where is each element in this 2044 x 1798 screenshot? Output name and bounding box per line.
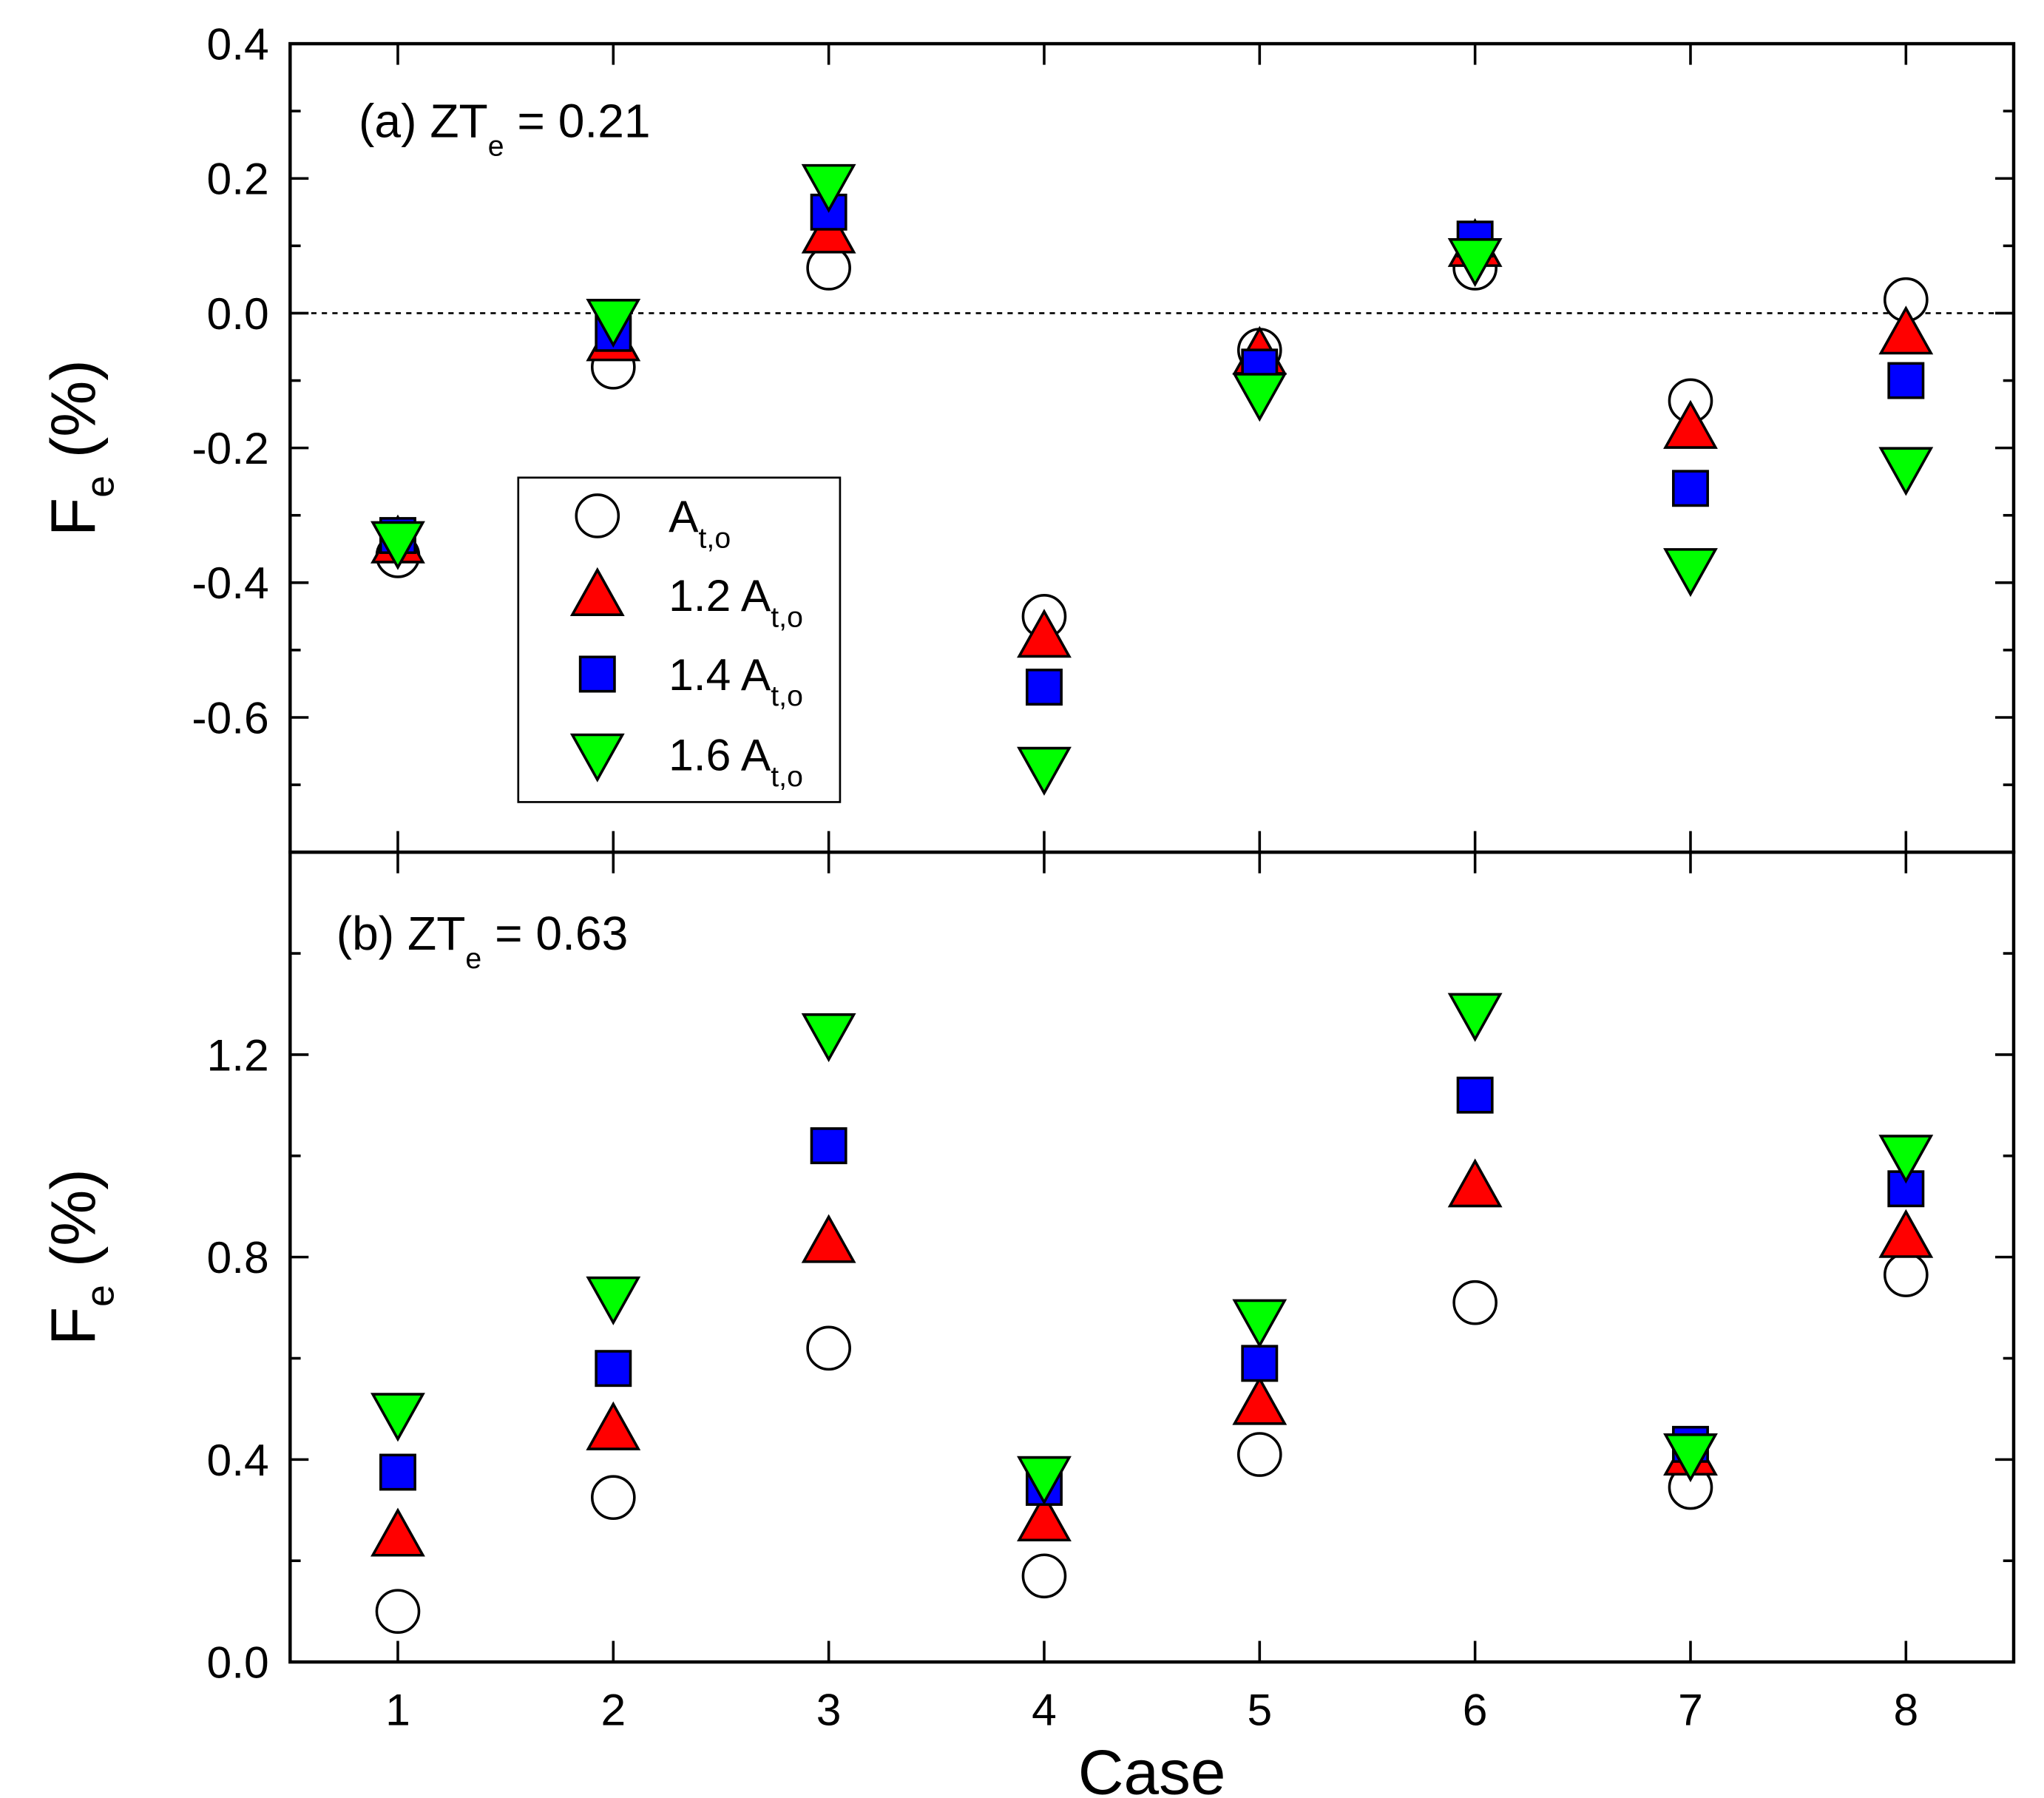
data-point-circle [1884,1252,1929,1297]
data-point-triangle-down [370,1393,425,1442]
x-axis: 1 2 3 4 5 6 7 8 Case [385,1685,1918,1798]
annotation-sub: e [465,942,481,975]
data-point-square [810,1127,847,1165]
y-axis-title-sub: e [78,476,122,498]
legend-marker-triangle-down [569,733,625,783]
data-point-triangle-up [1017,1492,1072,1542]
x-tick-label: 3 [816,1685,842,1735]
annotation-sub: e [488,130,504,163]
data-point-circle [806,1325,851,1371]
y-axis-title-main: F [38,498,109,536]
data-point-triangle-down [1878,1135,1934,1184]
data-point-triangle-down [1232,373,1287,422]
data-point-triangle-down [1663,548,1718,598]
y-tick-label: 0.2 [207,154,269,204]
x-tick-label: 2 [600,1685,626,1735]
y-tick-label: 0.0 [207,1637,269,1687]
data-point-circle [1452,1280,1498,1325]
legend-entry: 1.4 At,o [669,649,803,712]
legend-box [517,476,842,803]
data-point-square [1887,362,1925,399]
x-tick-label: 6 [1463,1685,1488,1735]
data-point-triangle-up [1447,1158,1503,1208]
data-point-triangle-down [1447,993,1503,1042]
data-point-circle [1021,1553,1067,1599]
panel-a: 0.40.20.0-0.2-0.4-0.6Fe (%)(a) ZTe = 0.2… [38,18,2016,854]
x-tick-label: 4 [1032,1685,1057,1735]
data-point-triangle-down [1447,238,1503,288]
x-tick-label: 1 [385,1685,410,1735]
data-point-triangle-up [801,1214,856,1263]
legend-marker-circle [575,493,620,538]
data-point-triangle-up [370,1507,425,1557]
annotation-prefix: (a) ZT [359,95,488,148]
legend-entry-sub: t,o [771,601,803,633]
data-point-triangle-down [1878,447,1934,496]
data-point-triangle-up [1663,399,1718,449]
y-axis-title-sub: e [78,1285,122,1307]
y-tick-label: -0.2 [192,423,268,473]
y-tick-label: 0.4 [207,18,269,69]
y-axis-title-unit: (%) [38,1169,109,1285]
y-axis-title-unit: (%) [38,359,109,476]
data-point-triangle-down [801,163,856,213]
data-point-triangle-down [1017,1456,1072,1505]
legend-entry-sub: t,o [771,760,803,793]
data-point-circle [590,1475,636,1521]
y-tick-label: 0.8 [207,1232,269,1282]
data-point-triangle-up [1878,1209,1934,1258]
y-tick-label: 1.2 [207,1030,269,1080]
data-point-triangle-down [370,521,425,570]
y-tick-label: 0.4 [207,1435,269,1485]
data-point-square [1456,1076,1494,1114]
data-point-triangle-down [1663,1433,1718,1483]
y-tick-label: -0.6 [192,692,268,743]
legend-entry-sub: t,o [771,680,803,712]
legend-marker-square [578,655,616,693]
x-tick-label: 5 [1247,1685,1272,1735]
legend-entry: 1.2 At,o [669,570,803,633]
data-point-square [1026,669,1063,706]
legend-entry: 1.6 At,o [669,730,803,793]
data-point-triangle-down [586,299,641,348]
data-point-triangle-up [586,1401,641,1450]
data-point-circle [375,1589,421,1634]
plot-frame [288,850,2016,1664]
data-point-square [595,1350,632,1388]
data-point-square [379,1453,416,1491]
annotation-prefix: (b) ZT [336,907,466,960]
data-point-square [1672,470,1709,507]
legend-entry-main: A [669,491,699,541]
panel-annotation: (a) ZTe = 0.21 [359,95,651,163]
annotation-suffix: = 0.21 [504,95,651,148]
data-point-square [1241,1345,1279,1382]
data-point-triangle-up [1017,609,1072,658]
data-point-triangle-up [1878,305,1934,355]
data-point-triangle-up [1232,1376,1287,1425]
data-point-triangle-down [1232,1299,1287,1348]
y-axis-title: Fe (%) [38,1169,122,1345]
legend-entry-main: 1.2 A [669,570,771,621]
legend-entry-main: 1.6 A [669,730,771,780]
panel-b: 0.00.40.81.2Fe (%)(b) ZTe = 0.63 [38,850,2016,1687]
y-tick-label: 0.0 [207,288,269,339]
legend-entry: At,o [669,491,731,554]
data-point-circle [1237,1432,1282,1477]
data-point-triangle-down [801,1013,856,1063]
data-point-triangle-down [586,1276,641,1325]
x-tick-label: 7 [1678,1685,1703,1735]
legend-entry-sub: t,o [699,521,731,554]
x-axis-title: Case [1078,1737,1226,1798]
y-tick-label: -0.4 [192,558,268,608]
annotation-suffix: = 0.63 [481,907,628,960]
x-tick-label: 8 [1893,1685,1918,1735]
panel-annotation: (b) ZTe = 0.63 [336,907,629,975]
y-axis-title: Fe (%) [38,359,122,536]
y-axis-title-main: F [38,1307,109,1345]
legend-entry-main: 1.4 A [669,649,771,700]
legend-marker-triangle-up [569,567,625,616]
legend: At,o1.2 At,o1.4 At,o1.6 At,o [517,476,842,803]
data-point-triangle-down [1017,746,1072,796]
